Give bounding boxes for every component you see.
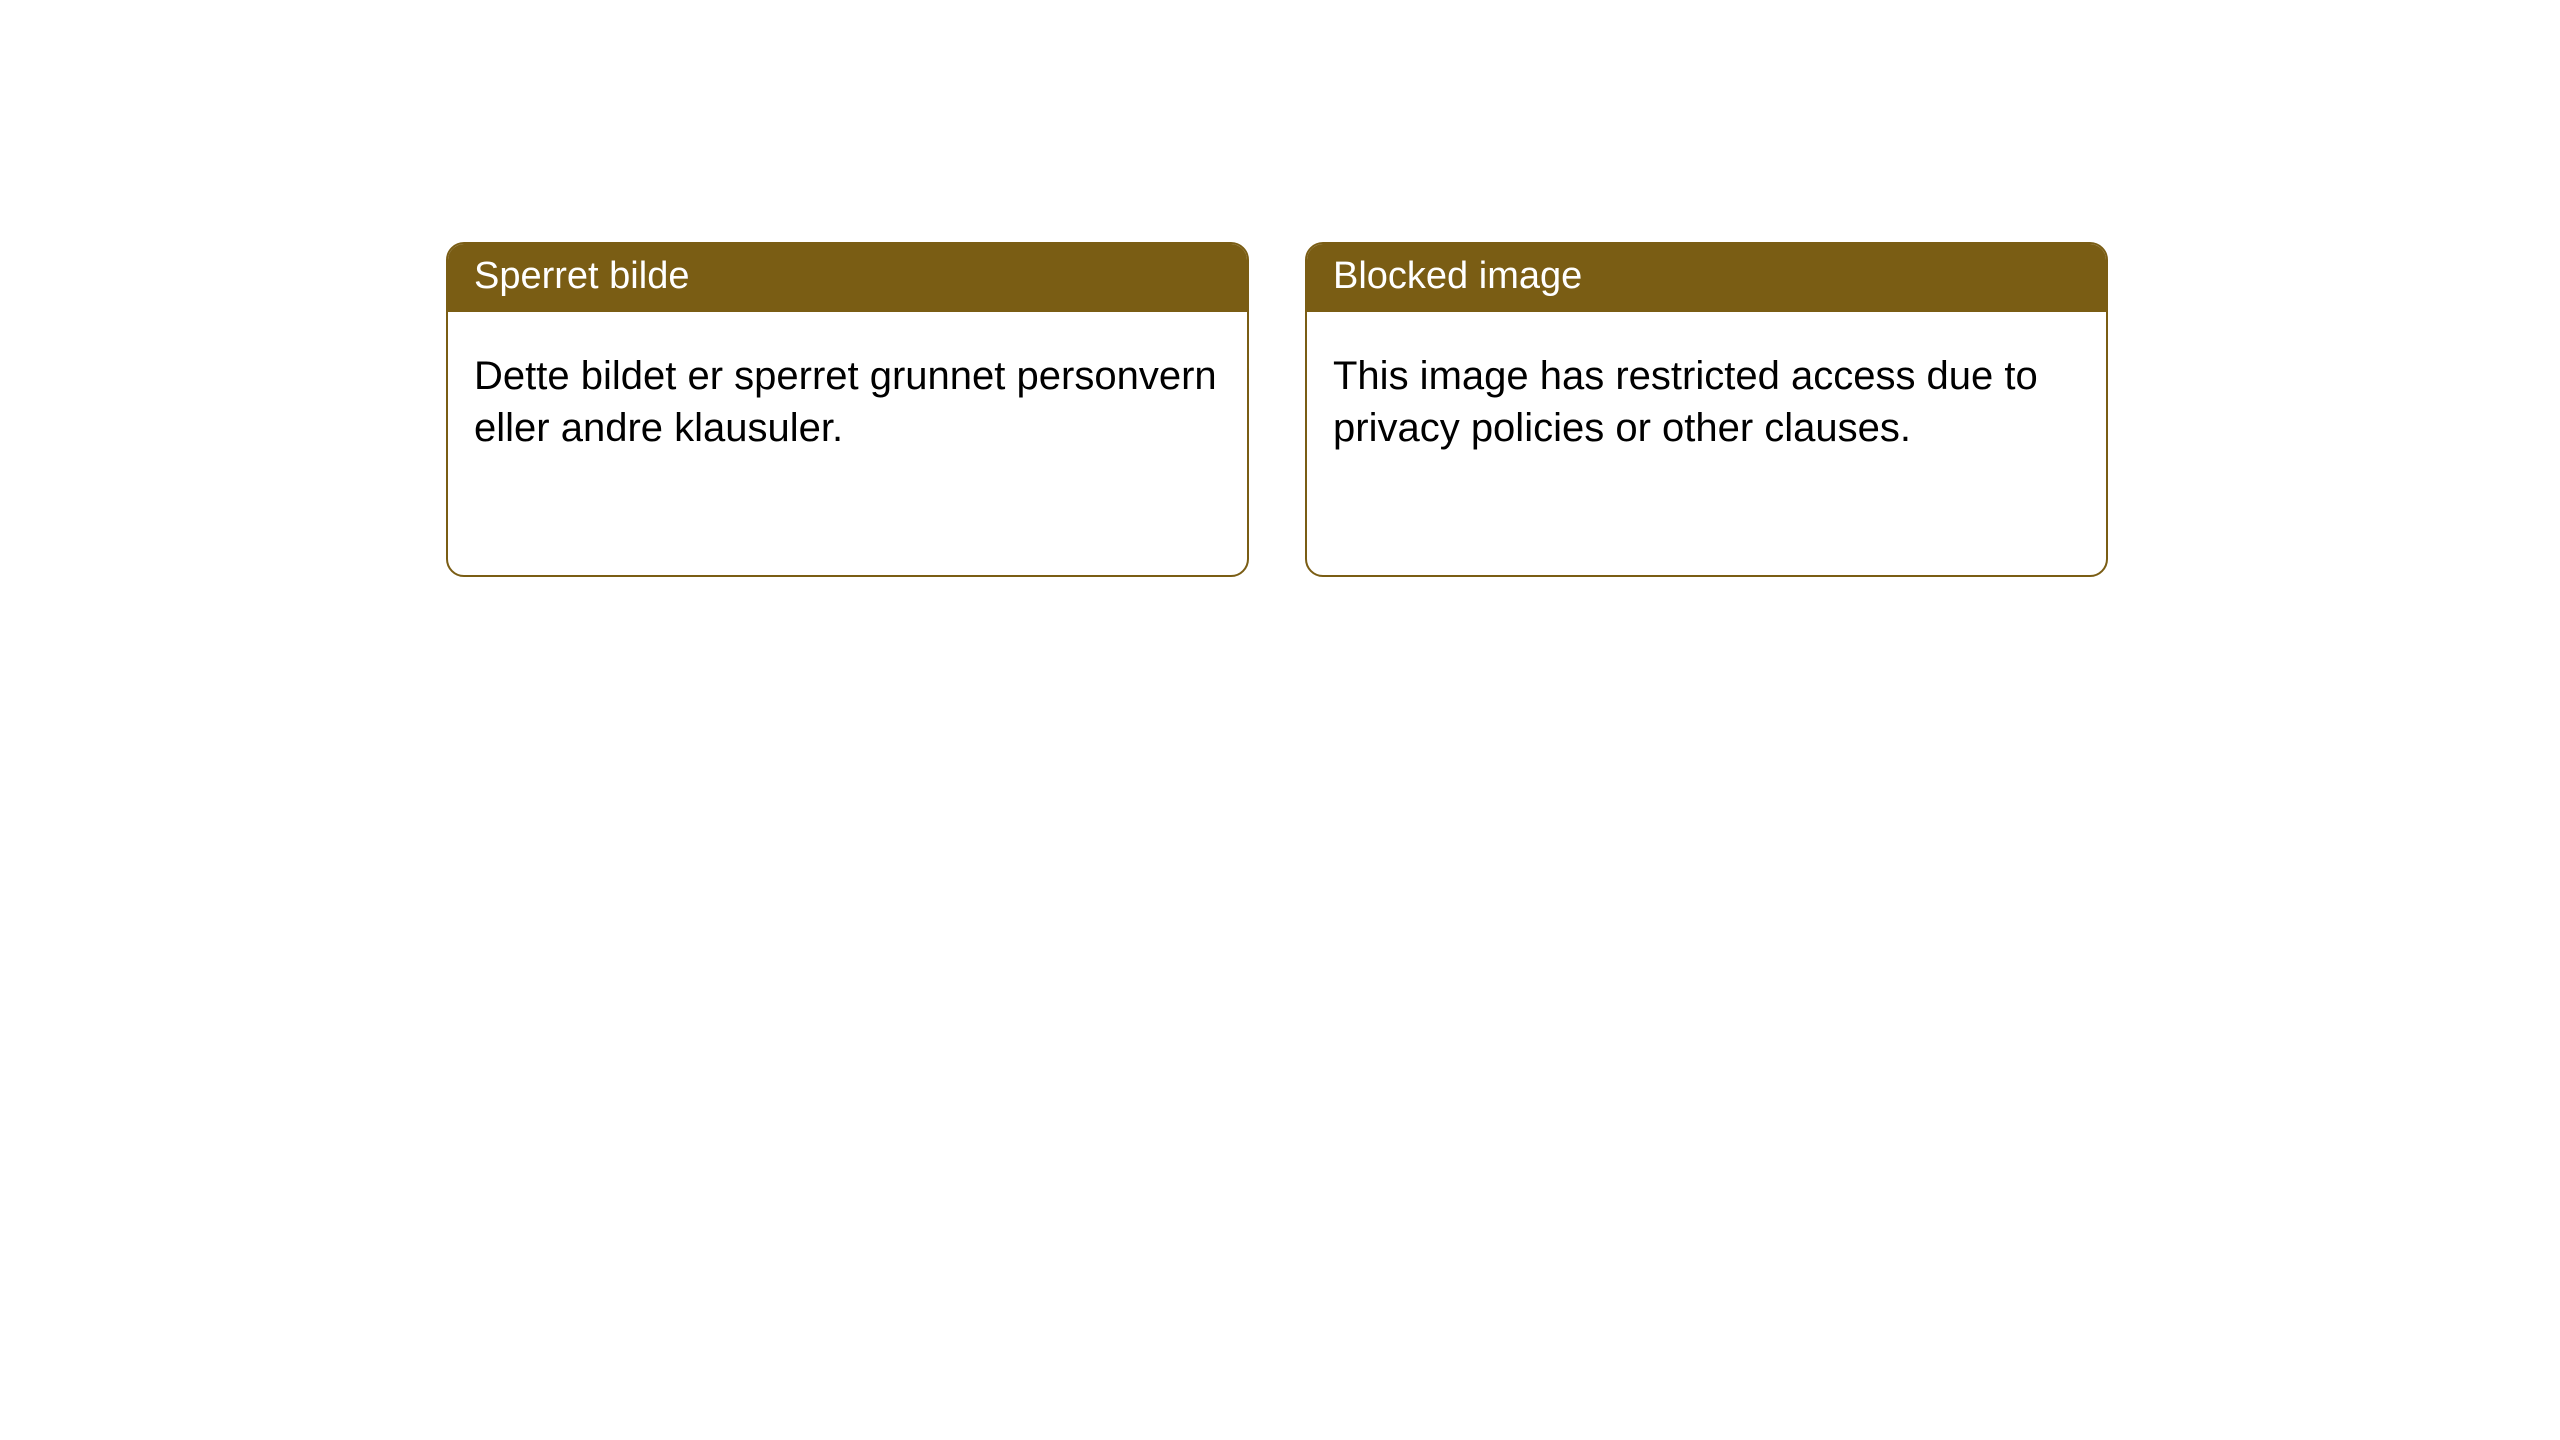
notice-container: Sperret bilde Dette bildet er sperret gr…: [0, 0, 2560, 577]
notice-body: This image has restricted access due to …: [1307, 312, 2106, 480]
notice-body: Dette bildet er sperret grunnet personve…: [448, 312, 1247, 480]
notice-card-english: Blocked image This image has restricted …: [1305, 242, 2108, 577]
notice-header: Sperret bilde: [448, 244, 1247, 312]
notice-header: Blocked image: [1307, 244, 2106, 312]
notice-card-norwegian: Sperret bilde Dette bildet er sperret gr…: [446, 242, 1249, 577]
